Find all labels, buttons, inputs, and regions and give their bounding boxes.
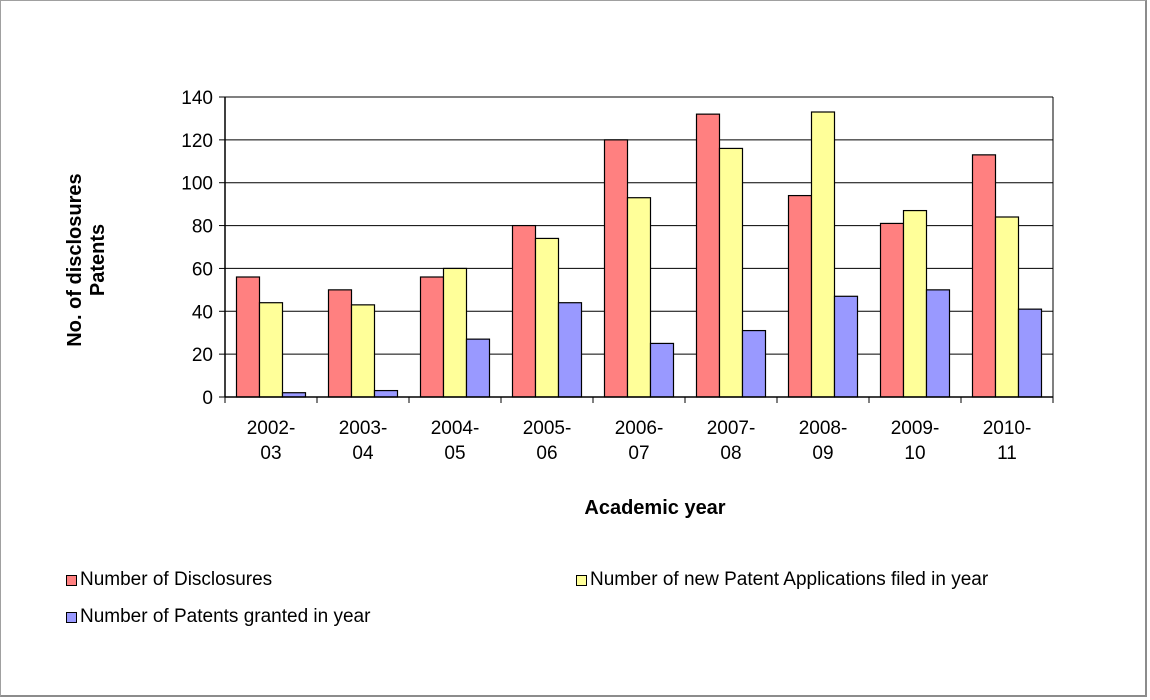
legend-swatch-disclosures — [66, 574, 77, 586]
bar-applications-2007-08 — [718, 147, 744, 398]
y-tick-labels: 0 20 40 60 80 100 120 140 — [181, 88, 213, 409]
x-tick-label: 2010- — [983, 418, 1032, 439]
bar-disclosures-2005-06 — [511, 224, 537, 398]
bar-granted-2010-11 — [1017, 308, 1043, 398]
y-tick-label: 0 — [202, 388, 213, 409]
bar-applications-2009-10 — [902, 209, 928, 398]
legend-swatch-applications — [576, 574, 587, 586]
bars — [235, 111, 1043, 398]
bar-granted-2006-07 — [649, 342, 675, 398]
bar-disclosures-2008-09 — [787, 194, 813, 398]
bar-applications-2004-05 — [442, 267, 468, 398]
x-tick-label: 06 — [536, 443, 557, 464]
x-tick-label: 2009- — [891, 418, 940, 439]
x-tick-label: 04 — [352, 443, 374, 464]
bar-applications-2005-06 — [534, 237, 560, 398]
legend-item-disclosures: Number of Disclosures — [66, 569, 272, 591]
bar-applications-2010-11 — [994, 216, 1020, 398]
bar-applications-2003-04 — [350, 304, 376, 398]
y-tick-label: 140 — [181, 88, 213, 109]
legend-swatch-granted — [66, 611, 77, 623]
y-axis-title-line-2: Patents — [87, 224, 109, 296]
bar-applications-2002-03 — [258, 302, 284, 398]
legend-label-disclosures: Number of Disclosures — [80, 569, 273, 590]
bar-granted-2009-10 — [925, 289, 951, 398]
bar-granted-2003-04 — [373, 389, 399, 398]
legend-label-applications: Number of new Patent Applications filed … — [590, 569, 989, 590]
legend-item-applications: Number of new Patent Applications filed … — [576, 569, 988, 591]
x-tick-label: 2003- — [339, 418, 388, 439]
y-axis-title-line-1: No. of disclosures — [64, 173, 86, 346]
bar-disclosures-2009-10 — [879, 222, 905, 398]
bar-granted-2007-08 — [741, 329, 767, 398]
bar-disclosures-2007-08 — [695, 113, 721, 398]
legend-label-granted: Number of Patents granted in year — [80, 606, 371, 627]
x-tick-label: 03 — [260, 443, 281, 464]
bar-disclosures-2003-04 — [327, 289, 353, 398]
bar-applications-2006-07 — [626, 197, 652, 398]
x-tick-label: 2008- — [799, 418, 848, 439]
bar-granted-2004-05 — [465, 338, 491, 398]
x-tick-label: 10 — [904, 443, 925, 464]
x-tick-label: 2006- — [615, 418, 664, 439]
y-tick-label: 80 — [192, 217, 213, 238]
x-tick-label: 11 — [997, 443, 1017, 464]
y-tick-label: 60 — [192, 259, 213, 280]
x-tick-label: 08 — [720, 443, 741, 464]
axes — [219, 96, 1054, 403]
bar-disclosures-2004-05 — [419, 276, 445, 398]
y-tick-label: 120 — [181, 131, 213, 152]
bar-disclosures-2010-11 — [971, 154, 997, 398]
x-tick-label: 07 — [628, 443, 649, 464]
y-tick-label: 40 — [192, 302, 213, 323]
x-tick-label: 09 — [812, 443, 833, 464]
x-tick-label: 2007- — [707, 418, 756, 439]
legend-item-granted: Number of Patents granted in year — [66, 606, 370, 628]
x-tick-label: 2002- — [247, 418, 296, 439]
x-tick-label: 2004- — [431, 418, 480, 439]
bar-granted-2005-06 — [557, 302, 583, 398]
bar-disclosures-2006-07 — [603, 139, 629, 398]
y-tick-label: 100 — [181, 174, 213, 195]
x-tick-labels: 2002- 03 2003- 04 2004- 05 2005- 06 2006- 07 2007-… — [247, 418, 1032, 464]
x-tick-label: 05 — [444, 443, 465, 464]
x-axis-title: Academic year — [584, 497, 725, 519]
y-tick-label: 20 — [192, 345, 213, 366]
bar-disclosures-2002-03 — [235, 276, 261, 398]
bar-granted-2008-09 — [833, 295, 859, 398]
bar-applications-2008-09 — [810, 111, 836, 398]
x-tick-label: 2005- — [523, 418, 572, 439]
